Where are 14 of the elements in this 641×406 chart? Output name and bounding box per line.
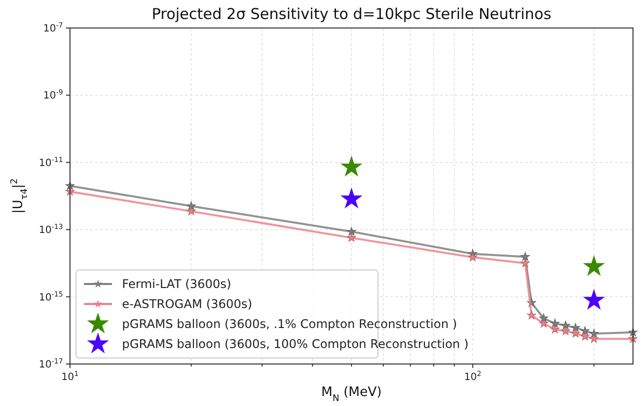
y-tick-label: 10$^{-7}$ [43,22,63,34]
legend-label: Fermi-LAT (3600s) [122,277,232,292]
y-tick-label: 10$^{-11}$ [38,156,63,169]
x-tick-label: 10$^{1}$ [61,370,79,383]
y-tick-label: 10$^{-15}$ [38,290,63,304]
legend-label: pGRAMS balloon (3600s, 100% Compton Reconstruction ) [122,337,469,352]
y-tick-label: 10$^{-17}$ [38,358,63,370]
chart-title: Projected 2σ Sensitivity to d=10kpc Sterile Neutrinos [152,5,552,23]
y-tick-label: 10$^{-13}$ [38,223,63,236]
legend-label: e-ASTROGAM (3600s) [122,297,252,312]
x-tick-label: 10$^{2}$ [464,370,482,383]
y-tick-label: 10$^{-9}$ [43,88,63,102]
x-axis-title: M$_{N}$ (MeV) [321,385,382,404]
legend-label: pGRAMS balloon (3600s, .1% Compton Reconstruction ) [122,317,458,332]
